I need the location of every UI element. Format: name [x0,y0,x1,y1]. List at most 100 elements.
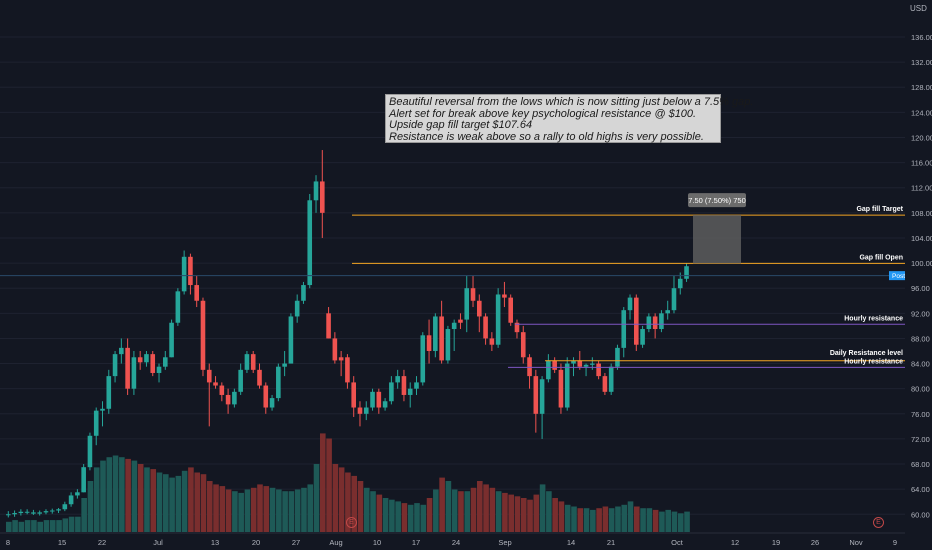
time-tick-label: Sep [498,538,511,547]
time-tick-label: 19 [772,538,780,547]
candle-body [194,285,199,301]
candle-body [539,379,545,414]
candle-body [332,338,338,361]
candle-body [420,335,426,383]
volume-bar [62,518,69,532]
volume-bar [439,477,445,532]
time-tick-label: 9 [893,538,897,547]
measure-label: 7.50 (7.50%) 750 [688,196,746,205]
candle-body [439,316,444,361]
candle-body [156,366,162,373]
volume-bar [163,474,169,532]
candle-body [24,511,30,513]
candle-body [131,357,137,389]
candle-body [363,407,369,414]
candle-body [571,360,576,364]
volume-bar [615,506,621,532]
candle-body [43,511,49,513]
candle-body [313,181,319,201]
volume-bar [363,487,370,532]
candle-body [238,369,243,392]
time-axis[interactable]: 8 15 22 Jul 13 20 27 Aug 10 17 24 Sep 14 21 Oct 12 19 26 N… [0,532,905,547]
price-tick-label: 108.00 [911,209,932,218]
volume-bar [351,475,357,532]
annotation-note[interactable]: Beautiful reversal from the lows which i… [385,94,753,143]
price-tick-label: 72.00 [911,435,930,444]
candle-body [433,316,438,351]
price-axis[interactable]: 136.00 132.00 128.00 124.00 120.00 116.00 112.… [905,0,932,550]
volume-bar [583,508,590,532]
volume-bar [546,491,552,532]
candle-body [326,313,331,339]
volume-bar [420,504,427,532]
candle-body [520,332,526,358]
candle-body [357,407,363,414]
volume-bar [56,520,62,532]
volume-bar [326,438,332,532]
time-tick-label: 24 [452,538,460,547]
volume-bar [395,501,401,532]
volume-bar [571,506,577,532]
volume-bar [276,489,282,532]
candle-body [602,376,608,392]
candle-body [175,291,181,323]
volume-bar [533,494,540,532]
volume-bar [671,511,678,532]
earnings-marker-2[interactable]: E [873,517,884,528]
candle-body [495,294,501,345]
candle-body [125,347,130,389]
candlesticks [6,150,689,518]
volume-bar [257,484,263,532]
volume-bar [313,464,320,532]
candle-body [181,256,187,292]
time-tick-label: 27 [292,538,300,547]
time-tick-label: Jul [153,538,163,547]
candle-body [294,300,300,317]
time-tick-label: 20 [252,538,260,547]
candle-body [257,369,262,386]
earnings-marker-1[interactable]: E [346,517,357,528]
volume-bar [577,508,584,532]
volume-bar [112,455,119,532]
volume-bar [75,516,81,532]
volume-bar [232,491,238,532]
gap-measure-rect [693,215,741,264]
volume-bar [514,496,521,532]
volume-bar [483,484,489,532]
annotation-line-4: Resistance is weak above so a rally to o… [389,130,704,143]
candle-body [200,300,206,370]
candle-body [12,513,17,515]
volume-bar [219,486,226,532]
candle-body [49,510,55,512]
candle-body [665,310,670,314]
price-tick-label: 84.00 [911,360,930,369]
candle-body [407,388,413,395]
volume-bar [602,506,609,532]
candle-body [345,357,350,383]
candle-body [577,360,583,367]
volume-bar [401,503,408,532]
candle-body [558,369,564,408]
gap-measure-box: 7.50 (7.50%) 750 [688,193,746,264]
volume-bar [87,481,94,532]
candle-body [395,376,400,383]
volume-bar [194,472,200,532]
candle-body [502,294,507,298]
volume-bar [558,501,565,532]
level-name: Hourly resistance [844,315,903,322]
price-tick-label: 116.00 [911,159,932,168]
price-tick-label: 60.00 [911,510,930,519]
candle-body [627,297,633,311]
volume-bar [43,520,50,532]
candle-body [684,266,689,279]
volume-bar [370,491,376,532]
volume-bar [627,501,634,532]
volume-bar [552,498,558,532]
volume-bar [37,521,43,532]
volume-bar [282,491,288,532]
volume-bar [332,464,339,532]
volume-bar [213,484,219,532]
volume-bar [652,509,659,532]
candle-body [112,354,118,377]
